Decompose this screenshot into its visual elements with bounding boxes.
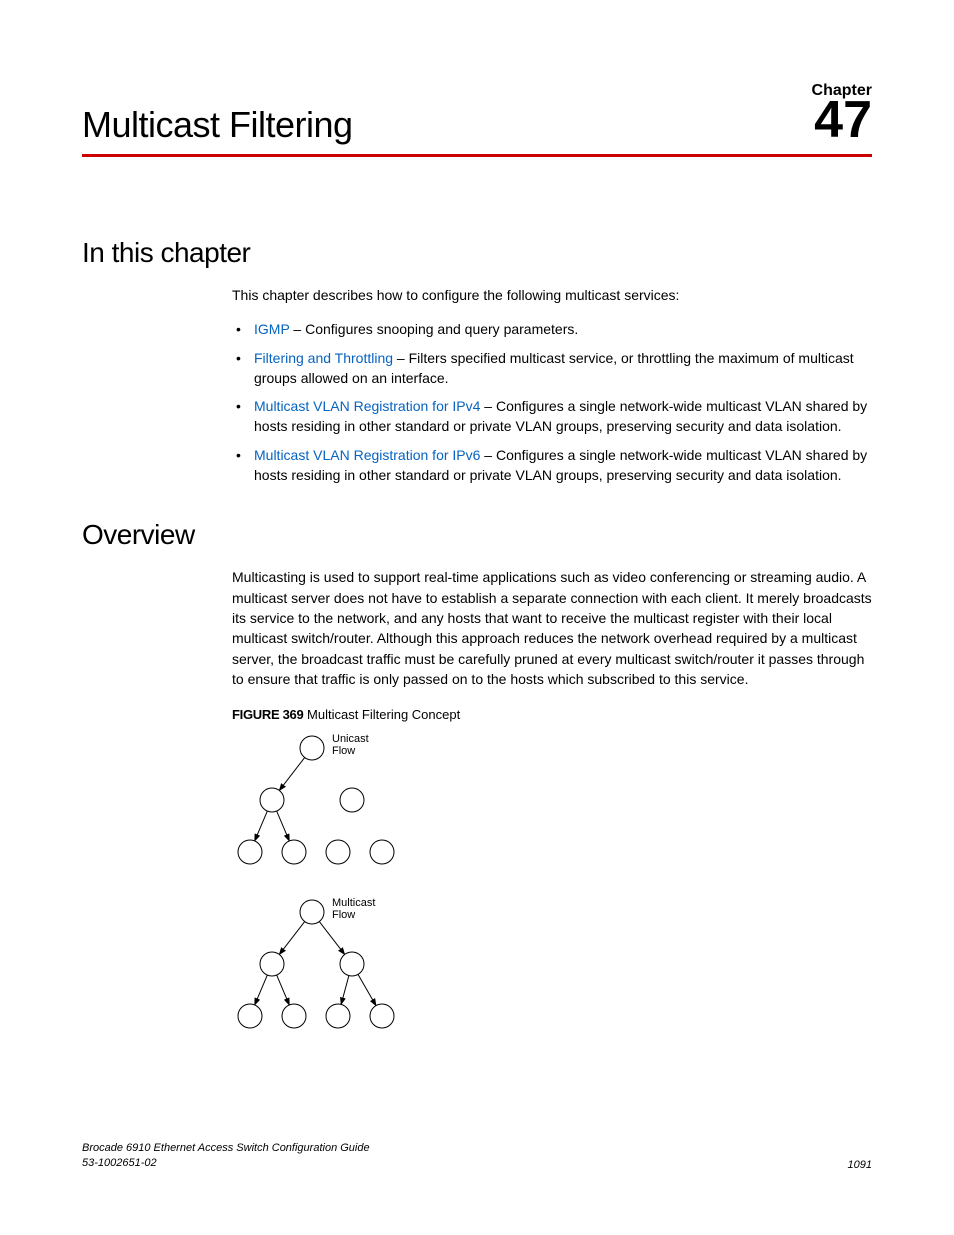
- list-item: Multicast VLAN Registration for IPv6 – C…: [232, 445, 872, 486]
- list-item-text: – Configures snooping and query paramete…: [290, 321, 579, 337]
- chapter-header: Multicast Filtering Chapter 47: [82, 82, 872, 146]
- heading-overview: Overview: [82, 519, 872, 551]
- bullet-list: IGMP – Configures snooping and query par…: [232, 319, 872, 485]
- footer-left: Brocade 6910 Ethernet Access Switch Conf…: [82, 1141, 370, 1171]
- page-footer: Brocade 6910 Ethernet Access Switch Conf…: [82, 1141, 872, 1171]
- figure-caption: Multicast Filtering Concept: [303, 707, 460, 722]
- svg-text:Flow: Flow: [332, 909, 355, 921]
- footer-page-number: 1091: [848, 1159, 872, 1171]
- link-igmp[interactable]: IGMP: [254, 321, 290, 337]
- figure-diagram: UnicastFlowMulticastFlow: [232, 730, 872, 1040]
- link-filtering-throttling[interactable]: Filtering and Throttling: [254, 350, 393, 366]
- svg-text:Flow: Flow: [332, 745, 355, 757]
- list-item: Filtering and Throttling – Filters speci…: [232, 348, 872, 389]
- link-mvr-ipv6[interactable]: Multicast VLAN Registration for IPv6: [254, 447, 480, 463]
- footer-doc-title: Brocade 6910 Ethernet Access Switch Conf…: [82, 1141, 370, 1156]
- chapter-label-block: Chapter 47: [812, 82, 872, 146]
- svg-text:Multicast: Multicast: [332, 897, 375, 909]
- header-rule: [82, 154, 872, 157]
- list-item: Multicast VLAN Registration for IPv4 – C…: [232, 396, 872, 437]
- svg-text:Unicast: Unicast: [332, 733, 369, 745]
- chapter-number: 47: [812, 94, 872, 146]
- figure-number: FIGURE 369: [232, 707, 303, 722]
- intro-text: This chapter describes how to configure …: [232, 285, 872, 305]
- link-mvr-ipv4[interactable]: Multicast VLAN Registration for IPv4: [254, 398, 480, 414]
- multicast-diagram-svg: UnicastFlowMulticastFlow: [232, 730, 492, 1040]
- list-item: IGMP – Configures snooping and query par…: [232, 319, 872, 339]
- chapter-title: Multicast Filtering: [82, 104, 353, 146]
- footer-doc-number: 53-1002651-02: [82, 1156, 370, 1171]
- overview-paragraph: Multicasting is used to support real-tim…: [232, 567, 872, 689]
- heading-in-this-chapter: In this chapter: [82, 237, 872, 269]
- figure-label: FIGURE 369 Multicast Filtering Concept: [232, 707, 872, 722]
